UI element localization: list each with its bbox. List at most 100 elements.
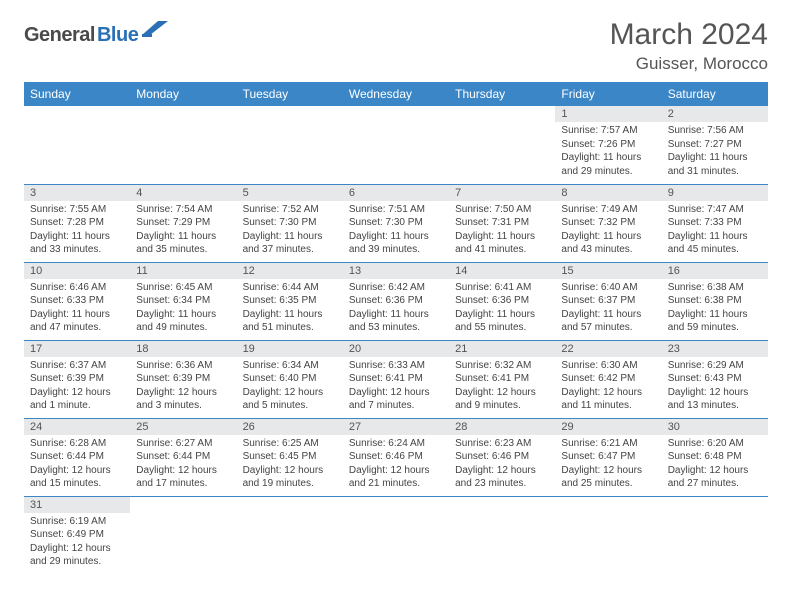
calendar-week-row: 31Sunrise: 6:19 AMSunset: 6:49 PMDayligh… xyxy=(24,496,768,574)
day-info-line: Sunset: 6:35 PM xyxy=(243,294,337,308)
calendar-week-row: 24Sunrise: 6:28 AMSunset: 6:44 PMDayligh… xyxy=(24,418,768,496)
day-info-line: Sunset: 6:40 PM xyxy=(243,372,337,386)
day-info-line: Daylight: 12 hours xyxy=(349,386,443,400)
day-info: Sunrise: 6:44 AMSunset: 6:35 PMDaylight:… xyxy=(237,279,343,339)
day-info-line: Sunset: 7:28 PM xyxy=(30,216,124,230)
day-info-line: Daylight: 12 hours xyxy=(136,386,230,400)
day-info-line: Sunrise: 6:34 AM xyxy=(243,359,337,373)
calendar-day-cell: 9Sunrise: 7:47 AMSunset: 7:33 PMDaylight… xyxy=(662,184,768,262)
day-info: Sunrise: 6:20 AMSunset: 6:48 PMDaylight:… xyxy=(662,435,768,495)
calendar-day-cell xyxy=(449,496,555,574)
day-info-line: and 39 minutes. xyxy=(349,243,443,257)
day-info-line: Sunset: 6:37 PM xyxy=(561,294,655,308)
calendar-day-cell: 30Sunrise: 6:20 AMSunset: 6:48 PMDayligh… xyxy=(662,418,768,496)
calendar-day-cell xyxy=(24,106,130,184)
day-info-line: and 31 minutes. xyxy=(668,165,762,179)
day-number: 24 xyxy=(24,419,130,435)
day-info-line: Daylight: 12 hours xyxy=(668,386,762,400)
day-info-line: Sunset: 6:47 PM xyxy=(561,450,655,464)
day-info-line: and 41 minutes. xyxy=(455,243,549,257)
title-block: March 2024 Guisser, Morocco xyxy=(610,18,768,74)
calendar-day-cell: 21Sunrise: 6:32 AMSunset: 6:41 PMDayligh… xyxy=(449,340,555,418)
day-info-line: Sunset: 6:36 PM xyxy=(455,294,549,308)
logo: GeneralBlue xyxy=(24,18,168,47)
day-info-line: Sunrise: 6:28 AM xyxy=(30,437,124,451)
calendar-day-cell: 20Sunrise: 6:33 AMSunset: 6:41 PMDayligh… xyxy=(343,340,449,418)
day-number: 6 xyxy=(343,185,449,201)
day-info-line: Sunset: 7:33 PM xyxy=(668,216,762,230)
day-info: Sunrise: 7:49 AMSunset: 7:32 PMDaylight:… xyxy=(555,201,661,261)
weekday-header: Friday xyxy=(555,82,661,106)
weekday-header: Monday xyxy=(130,82,236,106)
day-info-line: and 43 minutes. xyxy=(561,243,655,257)
day-info-line: and 49 minutes. xyxy=(136,321,230,335)
day-info: Sunrise: 7:54 AMSunset: 7:29 PMDaylight:… xyxy=(130,201,236,261)
day-info-line: Daylight: 11 hours xyxy=(561,230,655,244)
day-info-line: and 5 minutes. xyxy=(243,399,337,413)
day-info-line: Daylight: 11 hours xyxy=(668,230,762,244)
day-info-line: Daylight: 11 hours xyxy=(243,230,337,244)
day-info-line: Daylight: 12 hours xyxy=(243,464,337,478)
day-number: 7 xyxy=(449,185,555,201)
day-info-line: Sunset: 6:45 PM xyxy=(243,450,337,464)
calendar-day-cell xyxy=(237,106,343,184)
day-info: Sunrise: 6:40 AMSunset: 6:37 PMDaylight:… xyxy=(555,279,661,339)
day-info-line: Daylight: 11 hours xyxy=(561,151,655,165)
day-info-line: Sunset: 6:34 PM xyxy=(136,294,230,308)
day-info-line: Daylight: 12 hours xyxy=(136,464,230,478)
calendar-day-cell xyxy=(130,106,236,184)
day-number: 20 xyxy=(343,341,449,357)
day-info: Sunrise: 6:42 AMSunset: 6:36 PMDaylight:… xyxy=(343,279,449,339)
calendar-week-row: 1Sunrise: 7:57 AMSunset: 7:26 PMDaylight… xyxy=(24,106,768,184)
day-number: 14 xyxy=(449,263,555,279)
day-number: 2 xyxy=(662,106,768,122)
day-info-line: Sunrise: 6:45 AM xyxy=(136,281,230,295)
day-info-line: Sunset: 6:36 PM xyxy=(349,294,443,308)
day-info-line: Sunset: 6:33 PM xyxy=(30,294,124,308)
day-info: Sunrise: 6:24 AMSunset: 6:46 PMDaylight:… xyxy=(343,435,449,495)
day-info-line: and 59 minutes. xyxy=(668,321,762,335)
day-info-line: Daylight: 12 hours xyxy=(349,464,443,478)
day-number: 17 xyxy=(24,341,130,357)
day-info-line: Sunrise: 6:30 AM xyxy=(561,359,655,373)
day-info: Sunrise: 6:46 AMSunset: 6:33 PMDaylight:… xyxy=(24,279,130,339)
day-info-line: Daylight: 11 hours xyxy=(30,230,124,244)
calendar-day-cell: 12Sunrise: 6:44 AMSunset: 6:35 PMDayligh… xyxy=(237,262,343,340)
day-info: Sunrise: 6:38 AMSunset: 6:38 PMDaylight:… xyxy=(662,279,768,339)
calendar-day-cell: 25Sunrise: 6:27 AMSunset: 6:44 PMDayligh… xyxy=(130,418,236,496)
weekday-header: Sunday xyxy=(24,82,130,106)
day-info-line: and 15 minutes. xyxy=(30,477,124,491)
calendar-day-cell: 15Sunrise: 6:40 AMSunset: 6:37 PMDayligh… xyxy=(555,262,661,340)
day-info-line: and 57 minutes. xyxy=(561,321,655,335)
calendar-day-cell: 23Sunrise: 6:29 AMSunset: 6:43 PMDayligh… xyxy=(662,340,768,418)
day-info-line: and 51 minutes. xyxy=(243,321,337,335)
day-info-line: Sunrise: 7:54 AM xyxy=(136,203,230,217)
day-info-line: and 45 minutes. xyxy=(668,243,762,257)
day-info-line: and 13 minutes. xyxy=(668,399,762,413)
day-info-line: Daylight: 12 hours xyxy=(243,386,337,400)
day-info-line: Daylight: 11 hours xyxy=(668,308,762,322)
day-info: Sunrise: 7:57 AMSunset: 7:26 PMDaylight:… xyxy=(555,122,661,182)
day-info-line: Sunrise: 6:41 AM xyxy=(455,281,549,295)
calendar-day-cell xyxy=(555,496,661,574)
day-info-line: Sunrise: 6:40 AM xyxy=(561,281,655,295)
day-info: Sunrise: 6:25 AMSunset: 6:45 PMDaylight:… xyxy=(237,435,343,495)
day-info-line: Sunset: 7:30 PM xyxy=(349,216,443,230)
day-info-line: Sunset: 6:46 PM xyxy=(455,450,549,464)
calendar-day-cell xyxy=(130,496,236,574)
day-info: Sunrise: 6:27 AMSunset: 6:44 PMDaylight:… xyxy=(130,435,236,495)
day-info-line: Sunset: 6:43 PM xyxy=(668,372,762,386)
day-info-line: Daylight: 11 hours xyxy=(561,308,655,322)
day-info: Sunrise: 7:55 AMSunset: 7:28 PMDaylight:… xyxy=(24,201,130,261)
day-info-line: Sunset: 6:39 PM xyxy=(30,372,124,386)
day-info: Sunrise: 6:34 AMSunset: 6:40 PMDaylight:… xyxy=(237,357,343,417)
day-number: 5 xyxy=(237,185,343,201)
day-info-line: Sunrise: 7:47 AM xyxy=(668,203,762,217)
calendar-day-cell: 31Sunrise: 6:19 AMSunset: 6:49 PMDayligh… xyxy=(24,496,130,574)
calendar-day-cell: 27Sunrise: 6:24 AMSunset: 6:46 PMDayligh… xyxy=(343,418,449,496)
day-info-line: Sunrise: 6:32 AM xyxy=(455,359,549,373)
calendar-day-cell xyxy=(343,496,449,574)
calendar-day-cell: 1Sunrise: 7:57 AMSunset: 7:26 PMDaylight… xyxy=(555,106,661,184)
day-info-line: and 9 minutes. xyxy=(455,399,549,413)
day-number: 19 xyxy=(237,341,343,357)
